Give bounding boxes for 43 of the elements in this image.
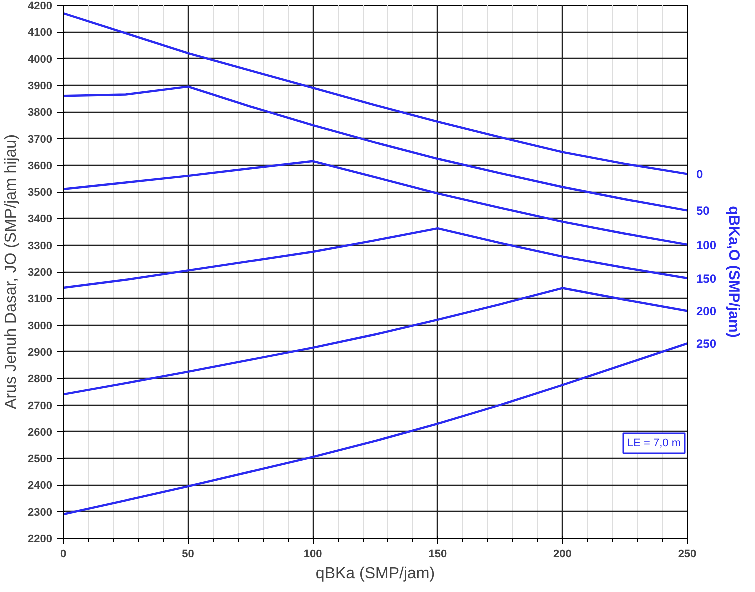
line-series bbox=[64, 12, 688, 176]
y-tick-label: 4000 bbox=[28, 54, 53, 66]
annotation: LE = 7,0 m bbox=[628, 438, 682, 450]
y-tick-label: 3000 bbox=[28, 320, 53, 332]
y-tick-label: 3700 bbox=[28, 134, 53, 146]
y-tick-label: 2800 bbox=[28, 374, 53, 386]
x-axis-title: qBKa (SMP/jam) bbox=[316, 566, 436, 582]
series-label: 250 bbox=[696, 337, 717, 352]
y-tick-label: 3900 bbox=[28, 80, 53, 92]
y-tick-label: 3600 bbox=[28, 160, 53, 172]
y-tick-label: 2500 bbox=[28, 454, 53, 466]
line-series bbox=[64, 160, 688, 246]
y-tick-label: 3800 bbox=[28, 107, 53, 120]
y-axis-title: Arus Jenuh Dasar, JO (SMP/jam hijau) bbox=[3, 134, 20, 410]
y-tick-label: 2400 bbox=[28, 480, 53, 492]
series-label: 150 bbox=[696, 272, 717, 286]
x-tick-label: 100 bbox=[304, 548, 322, 560]
y-tick-label: 2200 bbox=[28, 534, 53, 546]
line-series bbox=[64, 287, 688, 396]
x-tick-label: 150 bbox=[428, 548, 448, 560]
series-label: 50 bbox=[696, 204, 710, 218]
y-tick-label: 4200 bbox=[28, 0, 53, 12]
series-label: 0 bbox=[696, 168, 704, 182]
line-series bbox=[64, 86, 688, 212]
y-tick-label: 3400 bbox=[28, 214, 53, 226]
y-tick-label: 3200 bbox=[28, 267, 53, 279]
x-tick-label: 50 bbox=[182, 548, 194, 560]
y-tick-label: 2300 bbox=[28, 506, 53, 519]
series-label: 100 bbox=[696, 238, 717, 252]
y-tick-label: 4100 bbox=[28, 27, 53, 40]
line-series bbox=[64, 227, 688, 290]
line-series bbox=[64, 342, 688, 516]
y-tick-label: 2900 bbox=[28, 346, 53, 359]
x-tick-label: 0 bbox=[60, 548, 67, 560]
x-tick-label: 250 bbox=[678, 548, 697, 560]
y-tick-label: 2700 bbox=[28, 400, 53, 412]
y-tick-label: 3100 bbox=[28, 294, 53, 306]
y-tick-label: 3500 bbox=[28, 187, 53, 200]
series-label: 200 bbox=[696, 304, 717, 319]
y-tick-label: 2600 bbox=[28, 426, 53, 439]
y-tick-label: 3300 bbox=[28, 240, 53, 252]
x-tick-label: 200 bbox=[554, 548, 572, 560]
y2-axis-title: qBKa,O (SMP/jam) bbox=[726, 206, 743, 338]
